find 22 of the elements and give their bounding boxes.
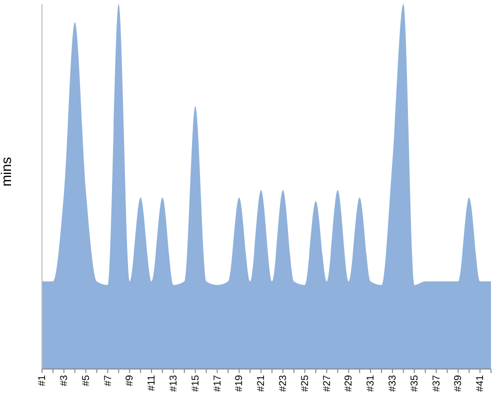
x-tick-label: #9: [124, 374, 136, 386]
x-tick-label: #41: [475, 374, 486, 392]
x-tick-label: #35: [409, 374, 420, 392]
x-tick-label: #1: [37, 374, 48, 386]
x-tick-label: #25: [300, 374, 311, 392]
x-tick-label: #37: [431, 374, 442, 392]
x-tick-label: #39: [453, 374, 464, 392]
x-tick-label: #11: [146, 374, 158, 391]
x-tick-label: #29: [344, 374, 355, 392]
x-tick-label: #23: [278, 374, 290, 392]
x-tick-label: #13: [168, 374, 180, 392]
x-tick-label: #15: [190, 374, 202, 392]
x-tick-label: #27: [322, 374, 333, 392]
x-tick-label: #5: [80, 374, 92, 386]
x-tick-label: #31: [366, 374, 377, 392]
x-tick-label: #7: [102, 374, 114, 386]
x-tick-label: #21: [256, 374, 268, 392]
x-tick-label: #17: [212, 374, 224, 392]
y-axis-title: mins: [0, 156, 14, 186]
x-tick-label: #19: [234, 374, 246, 392]
x-tick-label: #3: [59, 374, 70, 386]
x-tick-label: #33: [388, 374, 399, 392]
